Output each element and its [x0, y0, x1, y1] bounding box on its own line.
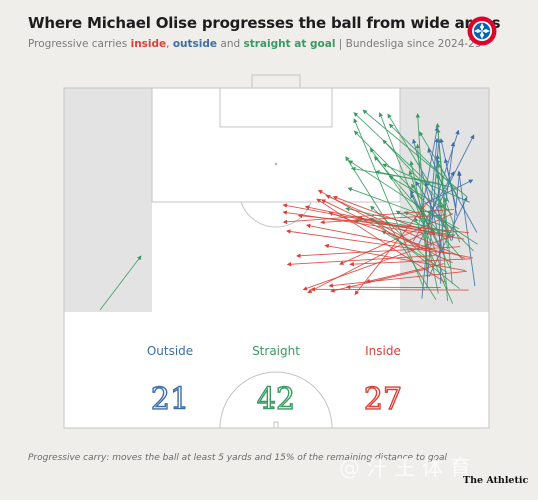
arrow-inside: [324, 243, 466, 272]
arrow-straight: [403, 211, 447, 228]
arrow-straight: [370, 205, 432, 263]
footnote: Progressive carry: moves the ball at lea…: [28, 453, 448, 463]
arrow-inside: [349, 258, 471, 267]
arrow-straight: [431, 228, 451, 268]
arrow-straight: [435, 163, 448, 301]
arrow-outside: [443, 158, 458, 216]
subtitle-prefix: Progressive carries: [28, 38, 131, 50]
label-inside: Inside: [365, 344, 401, 358]
arrow-straight: [382, 139, 453, 216]
arrow-straight: [382, 163, 470, 203]
subtitle-outside: outside: [172, 38, 218, 50]
centre-spot: [273, 421, 279, 429]
pitch-lines: [63, 74, 490, 429]
subtitle-sep1: ,: [166, 38, 173, 50]
arrow-inside: [365, 263, 444, 284]
arrow-inside: [302, 234, 455, 291]
arrow-straight: [388, 175, 450, 212]
arrow-straight: [415, 113, 429, 272]
penalty-spot: [274, 162, 278, 166]
arrow-straight: [387, 113, 445, 209]
subtitle-straight: straight at goal: [243, 38, 336, 50]
arrow-inside: [282, 210, 465, 240]
value-outside: 21: [151, 382, 189, 417]
subtitle-inside: inside: [130, 38, 167, 50]
arrow-inside: [320, 214, 446, 225]
chart-title: Where Michael Olise progresses the ball …: [28, 14, 501, 32]
arrow-straight: [419, 131, 460, 200]
arrow-straight: [347, 187, 432, 219]
arrow-inside: [321, 199, 453, 264]
arrow-inside: [328, 270, 467, 288]
centre-circle: [219, 371, 333, 429]
arrow-inside: [307, 232, 424, 294]
subtitle-suffix: | Bundesliga since 2024-25: [335, 38, 482, 50]
arrow-inside: [339, 213, 453, 265]
arrow-straight: [357, 216, 452, 234]
goal: [251, 74, 301, 89]
label-straight: Straight: [252, 344, 300, 358]
arrow-straight: [378, 112, 433, 247]
club-badge-icon: [467, 16, 497, 46]
arrow-straight: [99, 255, 142, 311]
subtitle-sep2: and: [217, 38, 244, 50]
left-wide-zone: [64, 88, 152, 312]
arrow-inside: [282, 208, 455, 225]
arrow-inside: [354, 200, 430, 296]
category-labels: Outside Straight Inside 21 42 27: [147, 344, 403, 418]
arrow-inside: [282, 203, 454, 237]
arrow-straight: [348, 160, 478, 245]
pitch-background: [64, 88, 489, 428]
arrow-outside: [457, 170, 476, 287]
arrow-inside: [332, 195, 422, 230]
value-inside: 27: [364, 382, 402, 417]
arrow-straight: [435, 122, 448, 250]
penalty-arc: [240, 201, 312, 228]
arrow-inside: [325, 195, 465, 259]
arrow-inside: [286, 229, 451, 255]
arrow-straight: [350, 166, 440, 184]
arrow-straight: [369, 217, 460, 290]
carry-arrows: [99, 109, 478, 311]
arrow-straight: [435, 173, 447, 190]
value-straight: 42: [257, 382, 295, 417]
arrow-straight: [374, 156, 464, 261]
arrow-outside: [415, 181, 449, 234]
arrow-inside: [296, 246, 461, 258]
arrow-straight: [353, 112, 431, 186]
chart-subtitle: Progressive carries inside, outside and …: [28, 38, 482, 50]
arrow-inside: [286, 255, 436, 267]
arrow-inside: [328, 211, 434, 251]
watermark: @ 汗 王 体 育: [339, 456, 471, 480]
arrow-inside: [345, 284, 441, 290]
label-outside: Outside: [147, 344, 193, 358]
brand-logo: The Athletic: [463, 475, 529, 486]
